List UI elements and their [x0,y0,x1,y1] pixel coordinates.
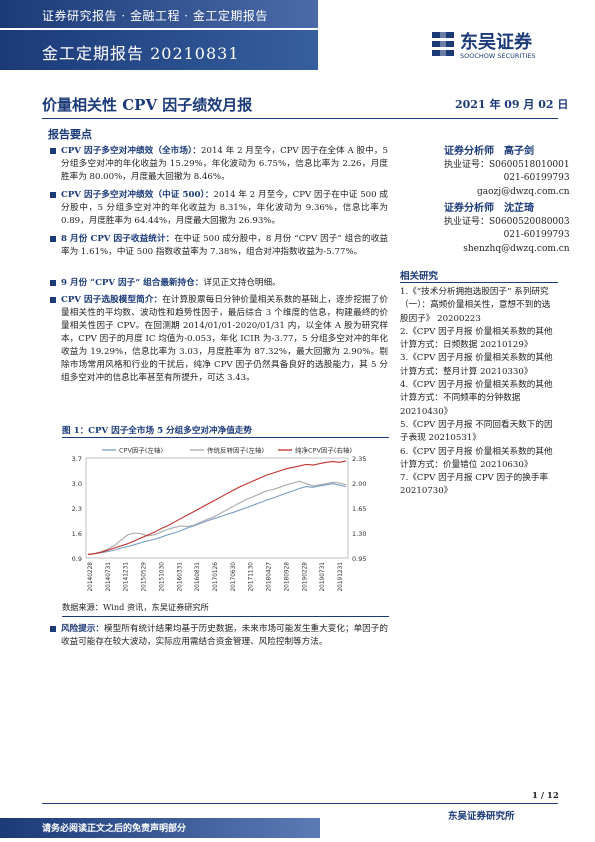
right-axis-tick-label: 1.65 [352,505,366,513]
x-axis-tick-label: 20151030 [159,562,165,592]
left-axis-tick-label: 0.9 [72,555,82,563]
bullet-text: 在计算股票每日分钟价量相关系数的基础上，逐步挖掘了价量相关性的平均数、波动性和趋… [61,295,388,383]
report-date: 2021 年 09 月 02 日 [455,98,569,111]
legend-label: 纯净CPV因子(右轴) [295,446,352,455]
logo-text: 东吴证券 [460,32,532,53]
page-number: 1 / 12 [532,791,559,801]
x-axis-tick-label: 20160831 [195,562,201,592]
risk-heading: 风险提示： [61,624,105,634]
x-axis-tick-label: 20171130 [249,562,255,592]
bullet-heading: CPV 因子选股模型简介： [61,295,163,305]
analyst-phone: 021-60199793 [503,230,570,240]
footer-band [0,818,320,838]
related-item[interactable]: 1.《“技术分析拥抱选股因子” 系列研究（一）：高频价量相关性，意想不到的选股因… [400,287,551,324]
x-axis-tick-label: 20150529 [142,562,148,592]
divider [42,803,558,804]
line-chart: 0.9 1.6 2.3 3.0 3.7 0.95 1.30 1.65 2.00 2.35 20140… [72,446,367,592]
divider [62,616,389,617]
analyst-license: 执业证号：S0600518010001 [444,159,570,170]
bullet-item: CPV 因子选股模型简介：在计算股票每日分钟价量相关系数的基础上，逐步挖掘了价量… [50,294,388,385]
bullet-heading: CPV 因子多空对冲绩效（全市场）： [61,146,202,156]
risk-warning: 风险提示：模型所有统计结果均基于历史数据，未来市场可能发生重大变化；单因子的收益… [50,623,388,649]
analyst-card: 证券分析师 沈芷琦 执业证号：S0600520080003 021-601997… [444,202,570,256]
x-axis-tick-label: 20170126 [213,562,219,592]
related-item[interactable]: 7.《CPV 因子月报 CPV 因子的换手率 20210730》 [400,473,549,497]
analyst-license: 执业证号：S0600520080003 [444,216,570,227]
divider [62,437,389,438]
left-axis-tick-label: 1.6 [72,530,82,538]
bullet-text: 2014 年 2 月至今，CPV 因子在中证 500 成分股中，5 分组多空对冲… [61,190,389,226]
analyst-email[interactable]: gaozj@dwzq.com.cn [477,186,570,197]
x-axis-tick-label: 20140228 [88,562,94,592]
related-item[interactable]: 6.《CPV 因子月报 价量相关系数的其他计算方式：价量错位 20210630》 [400,446,553,470]
bullet-heading: 9 月份 “CPV 因子” 组合最新持仓： [61,278,204,288]
legend-label: 传统反转因子(左轴) [207,446,264,455]
figure-source: 数据来源：Wind 资讯，东吴证券研究所 [62,602,209,612]
report-series: 证券研究报告 · 金融工程 · 金工定期报告 [42,9,268,23]
related-item[interactable]: 2.《CPV 因子月报 价量相关系数的其他计算方式：日频数据 20210129》 [400,326,553,351]
x-axis-tick-label: 20141231 [124,562,130,592]
left-axis-tick-label: 2.3 [72,505,82,513]
related-item[interactable]: 3.《CPV 因子月报 价量相关系数的其他计算方式：整月计算 20210330》 [400,353,553,377]
right-axis-tick-label: 2.35 [352,455,366,463]
bullet-square-icon [50,626,56,632]
risk-text: 模型所有统计结果均基于历史数据，未来市场可能发生重大变化；单因子的收益可能存在较… [61,624,388,647]
divider [400,282,558,283]
logo-icon [432,28,454,58]
analyst-email[interactable]: shenzhq@dwzq.com.cn [463,243,570,254]
logo-english: SOOCHOW SECURITIES [460,52,536,60]
x-axis-tick-label: 20180427 [267,562,273,592]
footer-disclaimer[interactable]: 请务必阅读正文之后的免责声明部分 [42,824,187,834]
x-axis-tick-label: 20160331 [177,562,183,592]
figure-title: 图 1：CPV 因子全市场 5 分组多空对冲净值走势 [62,426,252,436]
header-band-bottom [0,30,318,70]
bullet-heading: CPV 因子多空对冲绩效（中证 500）： [61,190,214,200]
series-line [87,480,347,555]
analyst-name: 证券分析师 高子剑 [444,146,534,157]
analyst-phone: 021-60199793 [503,173,570,183]
x-axis-tick-label: 20180928 [284,562,290,592]
bullet-text: 详见正文持仓明细。 [203,278,281,288]
right-axis-tick-label: 2.00 [352,480,366,488]
legend-label: CPV因子(左轴) [119,446,163,455]
divider [42,118,558,119]
bullet-text: 2014 年 2 月至今，CPV 因子在全体 A 股中，5 分组多空对冲的年化收… [61,146,389,182]
bullet-item: CPV 因子多空对冲绩效（全市场）：2014 年 2 月至今，CPV 因子在全体… [50,145,388,184]
bullet-item: CPV 因子多空对冲绩效（中证 500）：2014 年 2 月至今，CPV 因子… [50,189,388,228]
bullet-square-icon [50,148,56,154]
x-axis-tick-label: 20140731 [106,562,112,592]
x-axis-tick-label: 20170630 [231,562,237,592]
summary-heading: 报告要点 [48,128,92,141]
series-line [87,460,347,555]
related-item[interactable]: 5.《CPV 因子月报 不同回看天数下的因子表现 20210531》 [400,419,553,444]
header-band-top [0,0,318,28]
document-title: 价量相关性 CPV 因子绩效月报 [42,96,253,114]
right-axis-tick-label: 1.30 [352,530,366,538]
related-item[interactable]: 4.《CPV 因子月报 价量相关系数的其他计算方式：不同频率的分钟数据 2021… [400,380,553,417]
related-research-heading: 相关研究 [400,271,439,282]
analyst-name: 证券分析师 沈芷琦 [444,203,534,214]
analyst-card: 证券分析师 高子剑 执业证号：S0600518010001 021-601997… [444,145,570,199]
report-number-title: 金工定期报告 20210831 [42,44,240,63]
related-research-list: 1.《“技术分析拥抱选股因子” 系列研究（一）：高频价量相关性，意想不到的选股因… [400,286,558,499]
bullet-square-icon [50,236,56,242]
x-axis-tick-label: 20191231 [338,562,344,592]
bullet-item: 8 月份 CPV 因子收益统计：在中证 500 成分股中，8 月份 “CPV 因… [50,233,388,259]
right-axis-tick-label: 0.95 [352,555,366,563]
bullet-heading: 8 月份 CPV 因子收益统计： [61,234,175,244]
x-axis-tick-label: 20190228 [302,562,308,592]
series-line [87,483,347,555]
x-axis-tick-label: 20190731 [320,562,326,592]
left-axis-tick-label: 3.7 [72,455,82,463]
bullet-text: 在中证 500 成分股中，8 月份 “CPV 因子” 组合的收益率为 1.61%… [61,234,388,257]
bullet-square-icon [50,297,56,303]
footer-institute: 东吴证券研究所 [448,811,515,822]
left-axis-tick-label: 3.0 [72,480,82,488]
bullet-item: 9 月份 “CPV 因子” 组合最新持仓：详见正文持仓明细。 [50,277,388,290]
bullet-square-icon [50,192,56,198]
plot-frame [85,457,349,559]
bullet-square-icon [50,280,56,286]
